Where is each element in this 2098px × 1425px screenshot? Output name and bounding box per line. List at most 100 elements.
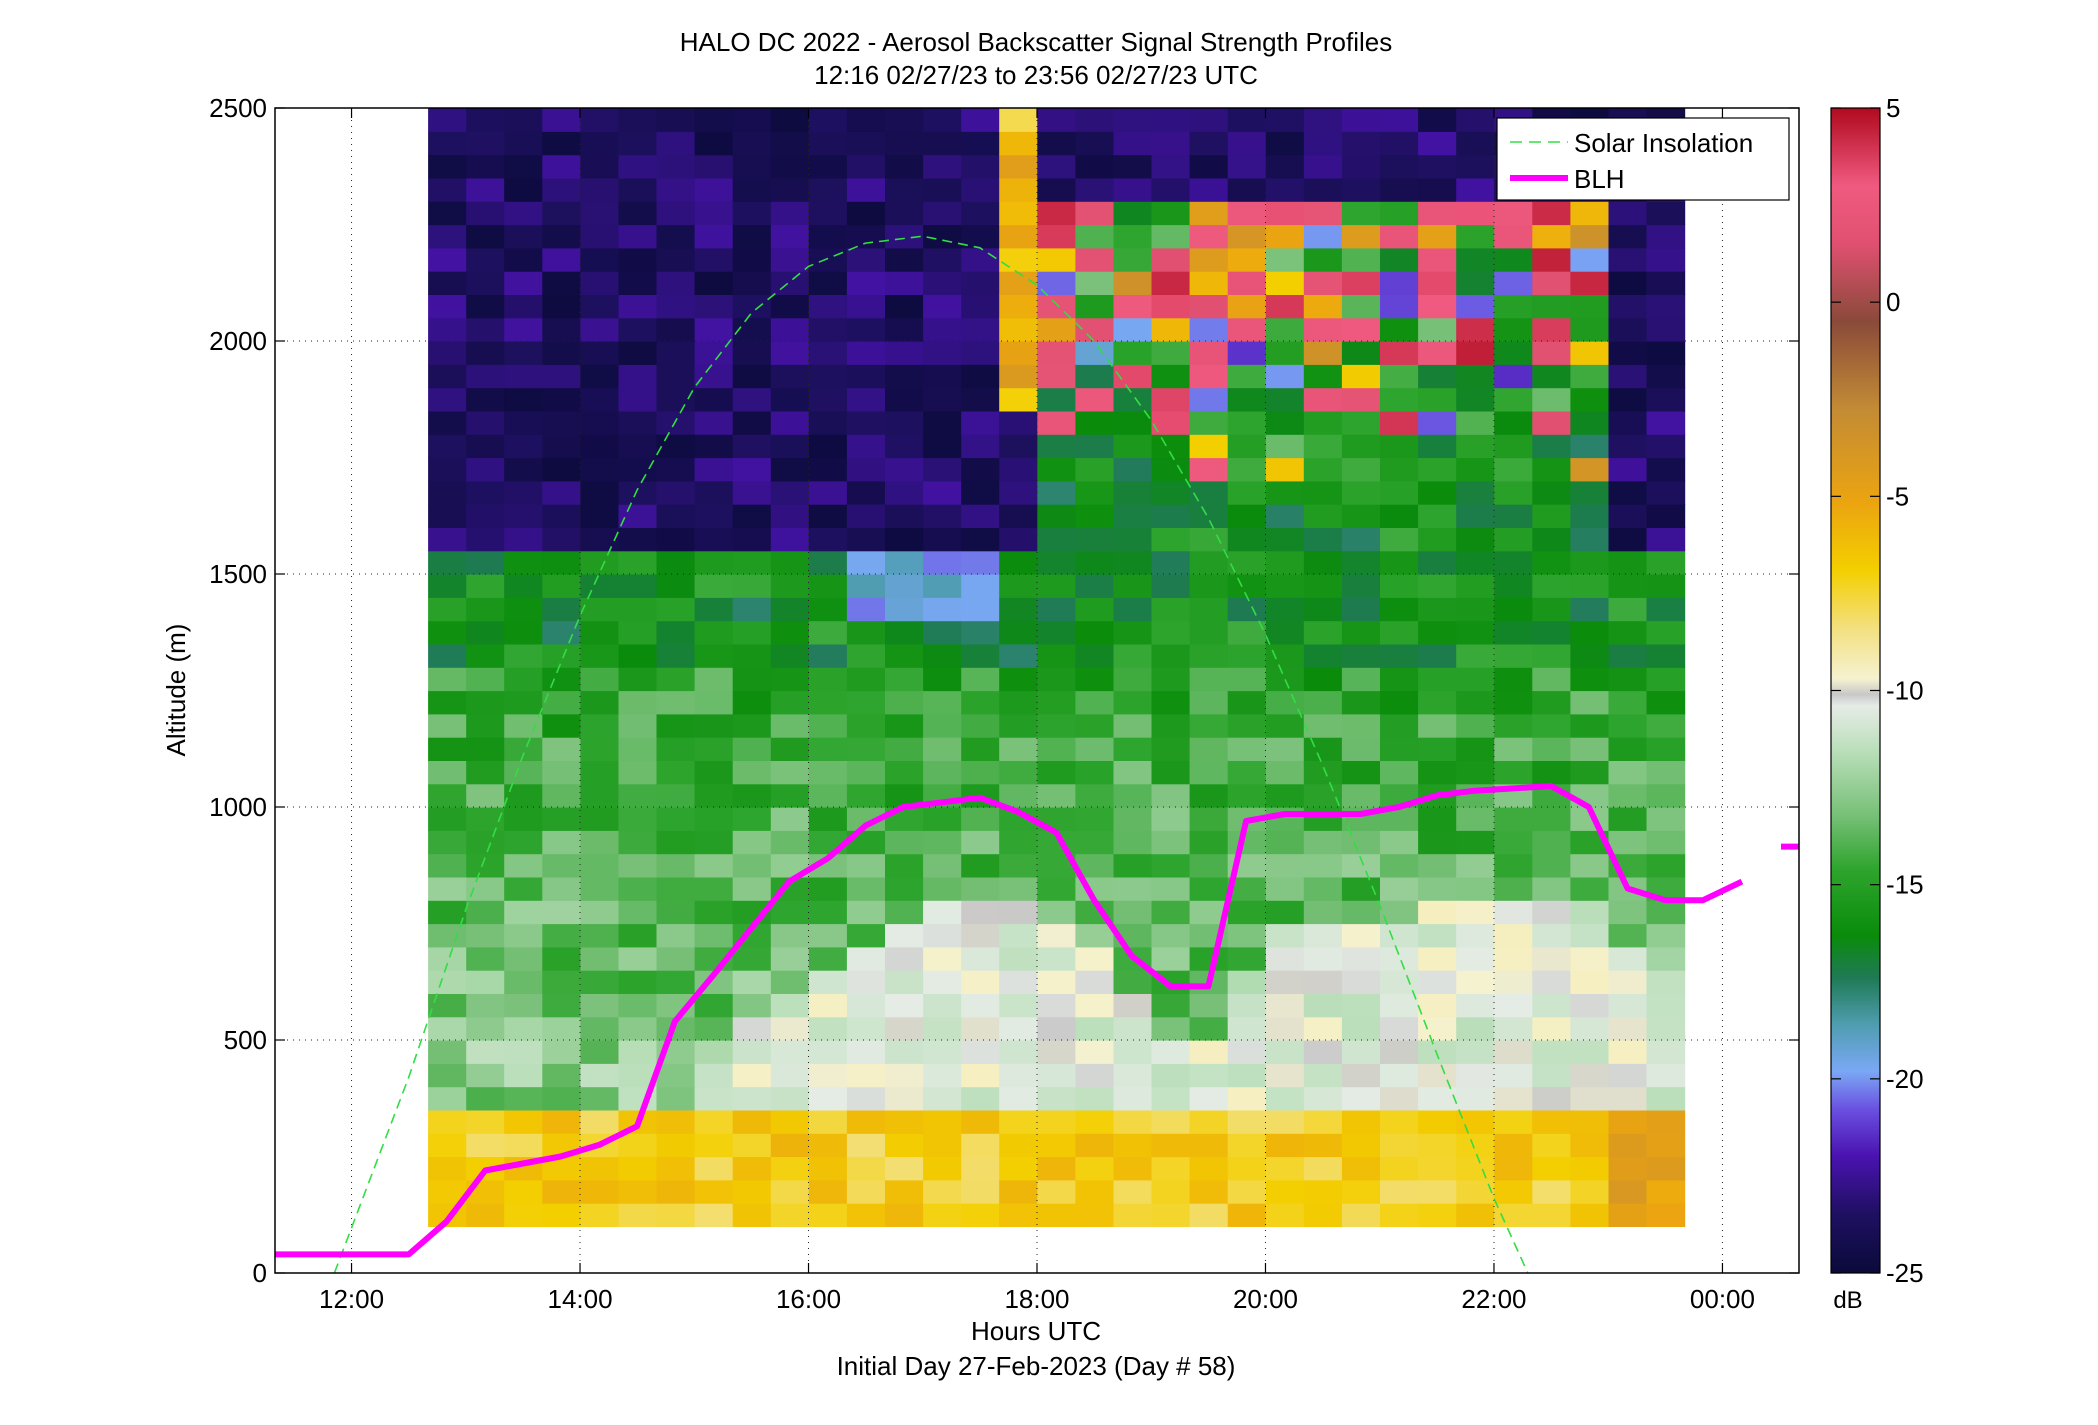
- heatmap-cell: [1113, 737, 1153, 761]
- heatmap-cell: [961, 410, 1000, 435]
- heatmap-cell: [732, 177, 772, 202]
- heatmap-cell: [885, 1086, 924, 1111]
- heatmap-cell: [694, 876, 734, 901]
- heatmap-cell: [732, 410, 772, 435]
- heatmap-cell: [542, 830, 581, 855]
- heatmap-cell: [1456, 993, 1495, 1018]
- heatmap-cell: [656, 853, 696, 878]
- heatmap-cell: [1341, 550, 1381, 575]
- heatmap-cell: [580, 154, 620, 179]
- heatmap-cell: [1380, 457, 1419, 482]
- heatmap-cell: [999, 154, 1038, 179]
- heatmap-cell: [466, 131, 505, 156]
- heatmap-cell: [1341, 341, 1381, 365]
- heatmap-cell: [1608, 341, 1648, 365]
- colorbar-tick-label: -5: [1886, 481, 1909, 511]
- heatmap-cell: [428, 504, 467, 528]
- heatmap-cell: [1113, 690, 1153, 715]
- heatmap-cell: [656, 387, 696, 412]
- heatmap-cell: [1380, 1179, 1419, 1204]
- heatmap-cell: [694, 1133, 734, 1158]
- heatmap-cell: [923, 154, 962, 179]
- heatmap-cell: [1418, 923, 1457, 948]
- heatmap-cell: [466, 876, 505, 901]
- heatmap-cell: [808, 643, 848, 668]
- heatmap-cell: [1113, 597, 1153, 622]
- heatmap-cell: [1532, 201, 1571, 226]
- heatmap-cell: [1075, 667, 1115, 692]
- heatmap-cell: [694, 434, 734, 459]
- heatmap-cell: [1037, 574, 1076, 598]
- heatmap-cell: [1265, 131, 1305, 156]
- heatmap-cell: [999, 177, 1038, 202]
- heatmap-cell: [1418, 527, 1457, 552]
- heatmap-cell: [1608, 504, 1648, 528]
- heatmap-cell: [1494, 1203, 1533, 1227]
- heatmap-cell: [732, 1016, 772, 1041]
- heatmap-cell: [656, 1203, 696, 1227]
- heatmap-cell: [1265, 690, 1305, 715]
- heatmap-cell: [1570, 1109, 1610, 1134]
- heatmap-cell: [885, 853, 924, 878]
- heatmap-cell: [504, 504, 543, 528]
- heatmap-cell: [1494, 504, 1533, 528]
- heatmap-cell: [1646, 294, 1686, 319]
- heatmap-cell: [428, 783, 467, 808]
- heatmap-cell: [999, 760, 1038, 785]
- heatmap-cell: [1303, 667, 1343, 692]
- heatmap-cell: [1151, 131, 1191, 156]
- heatmap-cell: [808, 410, 848, 435]
- heatmap-cell: [1341, 737, 1381, 761]
- heatmap-cell: [1189, 480, 1229, 505]
- heatmap-cell: [580, 970, 620, 994]
- heatmap-cell: [656, 247, 696, 272]
- heatmap-cell: [770, 1109, 810, 1134]
- heatmap-cell: [1646, 1109, 1686, 1134]
- heatmap-cell: [808, 690, 848, 715]
- heatmap-cell: [1227, 480, 1267, 505]
- heatmap-cell: [542, 1063, 581, 1088]
- heatmap-cell: [808, 830, 848, 855]
- heatmap-cell: [770, 1063, 810, 1088]
- heatmap-cell: [656, 970, 696, 994]
- heatmap-cell: [1494, 760, 1533, 785]
- heatmap-cell: [1418, 131, 1457, 156]
- heatmap-cell: [1303, 1016, 1343, 1041]
- heatmap-cell: [1456, 1063, 1495, 1088]
- heatmap-cell: [1189, 1203, 1229, 1227]
- heatmap-cell: [732, 1203, 772, 1227]
- heatmap-cell: [1265, 853, 1305, 878]
- heatmap-cell: [1532, 1133, 1571, 1158]
- heatmap-cell: [428, 690, 467, 715]
- heatmap-cell: [1227, 923, 1267, 948]
- heatmap-cell: [618, 713, 658, 738]
- heatmap-cell: [504, 1063, 543, 1088]
- heatmap-cell: [1418, 1109, 1457, 1134]
- heatmap-cell: [999, 574, 1038, 598]
- heatmap-cell: [808, 317, 848, 342]
- heatmap-cell: [1456, 946, 1495, 971]
- heatmap-cell: [1456, 760, 1495, 785]
- heatmap-cell: [504, 271, 543, 295]
- heatmap-cell: [770, 620, 810, 645]
- heatmap-cell: [1418, 1133, 1457, 1158]
- heatmap-cell: [1303, 1063, 1343, 1088]
- heatmap-cell: [1075, 550, 1115, 575]
- heatmap-cell: [1303, 177, 1343, 202]
- heatmap-cell: [961, 760, 1000, 785]
- heatmap-cell: [923, 108, 962, 132]
- heatmap-cell: [1646, 527, 1686, 552]
- heatmap-cell: [1075, 713, 1115, 738]
- heatmap-cell: [1456, 201, 1495, 226]
- heatmap-cell: [1151, 177, 1191, 202]
- heatmap-cell: [923, 830, 962, 855]
- heatmap-cell: [1494, 294, 1533, 319]
- heatmap-cell: [1303, 341, 1343, 365]
- heatmap-cell: [1608, 946, 1648, 971]
- heatmap-cell: [1113, 620, 1153, 645]
- heatmap-cell: [846, 970, 886, 994]
- heatmap-cell: [1189, 1040, 1229, 1064]
- heatmap-cell: [1532, 946, 1571, 971]
- heatmap-cell: [1037, 993, 1076, 1018]
- heatmap-cell: [923, 1179, 962, 1204]
